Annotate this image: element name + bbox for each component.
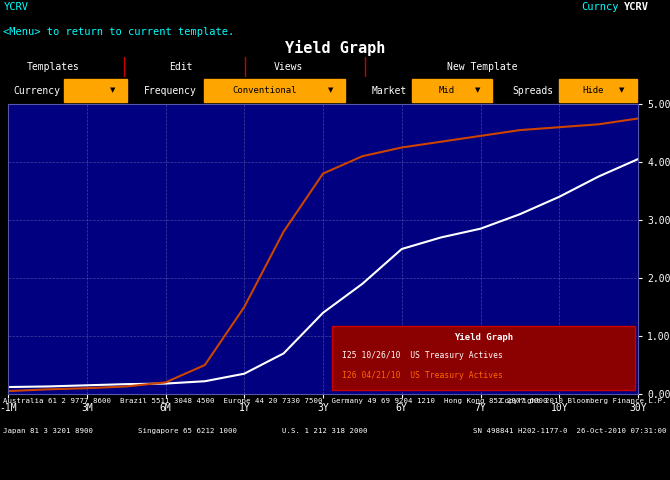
Text: Curncy: Curncy	[582, 2, 619, 12]
Text: Edit: Edit	[169, 62, 193, 72]
FancyBboxPatch shape	[559, 79, 636, 102]
Text: Japan 81 3 3201 8900          Singapore 65 6212 1000          U.S. 1 212 318 200: Japan 81 3 3201 8900 Singapore 65 6212 1…	[3, 428, 368, 434]
Text: Frequency: Frequency	[144, 85, 197, 96]
Text: Yield Graph: Yield Graph	[454, 333, 513, 342]
FancyBboxPatch shape	[204, 79, 345, 102]
Text: Copyright 2010 Bloomberg Finance L.P.: Copyright 2010 Bloomberg Finance L.P.	[500, 397, 667, 404]
Text: Views: Views	[273, 62, 303, 72]
Text: <Menu> to return to current template.: <Menu> to return to current template.	[3, 27, 234, 37]
Text: SN 498841 H202-1177-0  26-Oct-2010 07:31:00: SN 498841 H202-1177-0 26-Oct-2010 07:31:…	[473, 428, 667, 434]
Text: Yield Graph: Yield Graph	[285, 40, 385, 56]
Text: I26 04/21/10  US Treasury Actives: I26 04/21/10 US Treasury Actives	[342, 371, 502, 380]
Text: I25 10/26/10  US Treasury Actives: I25 10/26/10 US Treasury Actives	[342, 350, 502, 360]
Text: ▼: ▼	[619, 87, 624, 94]
Text: Templates: Templates	[27, 62, 80, 72]
FancyBboxPatch shape	[332, 326, 635, 390]
Text: YCRV: YCRV	[624, 2, 649, 12]
Text: Market: Market	[372, 85, 407, 96]
FancyBboxPatch shape	[412, 79, 492, 102]
Text: ▼: ▼	[475, 87, 480, 94]
Text: Mid: Mid	[439, 86, 455, 95]
Text: Conventional: Conventional	[232, 86, 297, 95]
Text: Spreads: Spreads	[513, 85, 553, 96]
Text: ▼: ▼	[328, 87, 333, 94]
Text: Currency: Currency	[13, 85, 60, 96]
FancyBboxPatch shape	[64, 79, 127, 102]
Text: YCRV: YCRV	[3, 2, 28, 12]
Text: Australia 61 2 9777 8600  Brazil 5511 3048 4500  Europe 44 20 7330 7500  Germany: Australia 61 2 9777 8600 Brazil 5511 304…	[3, 397, 548, 404]
Text: ▼: ▼	[110, 87, 115, 94]
Text: Hide: Hide	[582, 86, 604, 95]
Text: New Template: New Template	[447, 62, 518, 72]
